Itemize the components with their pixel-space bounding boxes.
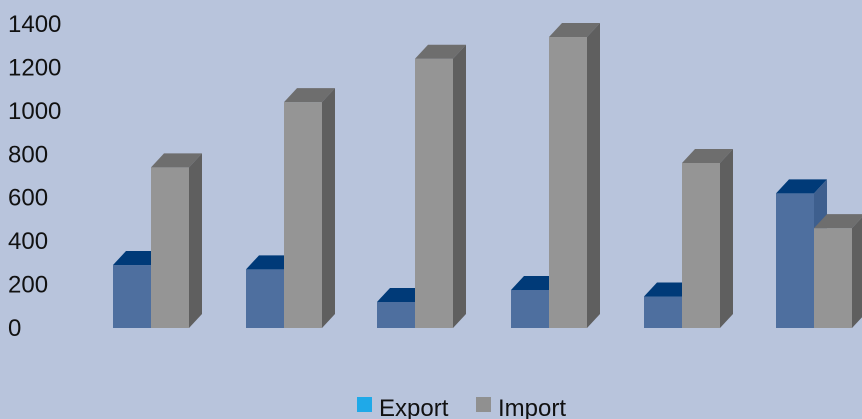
- bar-group: [776, 179, 862, 328]
- bar-top: [682, 148, 733, 163]
- bar-front: [682, 162, 720, 328]
- bar-top: [284, 88, 335, 103]
- y-tick-label: 1000: [8, 98, 61, 125]
- bar-front: [644, 296, 682, 328]
- y-tick-label: 600: [8, 185, 48, 212]
- bar-side: [852, 217, 862, 328]
- bar-top: [151, 153, 202, 168]
- y-tick-label: 800: [8, 141, 48, 168]
- legend: Export Import: [357, 395, 566, 419]
- bar-front: [549, 37, 587, 329]
- bar-side: [189, 153, 202, 328]
- y-tick-label: 400: [8, 228, 48, 255]
- bar-top: [776, 179, 827, 194]
- bar-import: [549, 23, 600, 329]
- bar-side: [453, 44, 466, 328]
- legend-label-export: Export: [379, 395, 449, 419]
- bar-front: [151, 167, 189, 328]
- bar-front: [377, 301, 415, 328]
- legend-swatch-import: [476, 397, 491, 412]
- bar-import: [151, 153, 202, 328]
- bar-top: [415, 44, 466, 59]
- bar-group: [377, 44, 466, 328]
- bar-front: [814, 228, 852, 328]
- y-tick-label: 200: [8, 272, 48, 299]
- y-tick-label: 1200: [8, 54, 61, 81]
- bar-import: [284, 88, 335, 329]
- legend-label-import: Import: [498, 395, 566, 419]
- bar-group: [113, 153, 202, 328]
- bar-front: [776, 193, 814, 328]
- bar-side: [720, 148, 733, 328]
- y-axis: 0 200 400 600 800 1000 1200 1400: [8, 11, 61, 342]
- bar-import: [682, 148, 733, 328]
- bar-group: [511, 23, 600, 329]
- bar-side: [322, 88, 335, 329]
- bar-side: [587, 23, 600, 329]
- bar-import: [415, 44, 466, 328]
- legend-swatch-export: [357, 397, 372, 412]
- bar-front: [246, 269, 284, 328]
- y-tick-label: 0: [8, 315, 21, 342]
- bar-front: [415, 58, 453, 328]
- bar-import: [814, 214, 862, 328]
- bar-front: [511, 290, 549, 328]
- bar-top: [549, 23, 600, 38]
- y-tick-label: 1400: [8, 11, 61, 38]
- bar-top: [814, 214, 862, 229]
- bar-front: [113, 265, 151, 328]
- bar-groups: [113, 23, 862, 329]
- bar-front: [284, 102, 322, 329]
- bar-group: [644, 148, 733, 328]
- bar-group: [246, 88, 335, 329]
